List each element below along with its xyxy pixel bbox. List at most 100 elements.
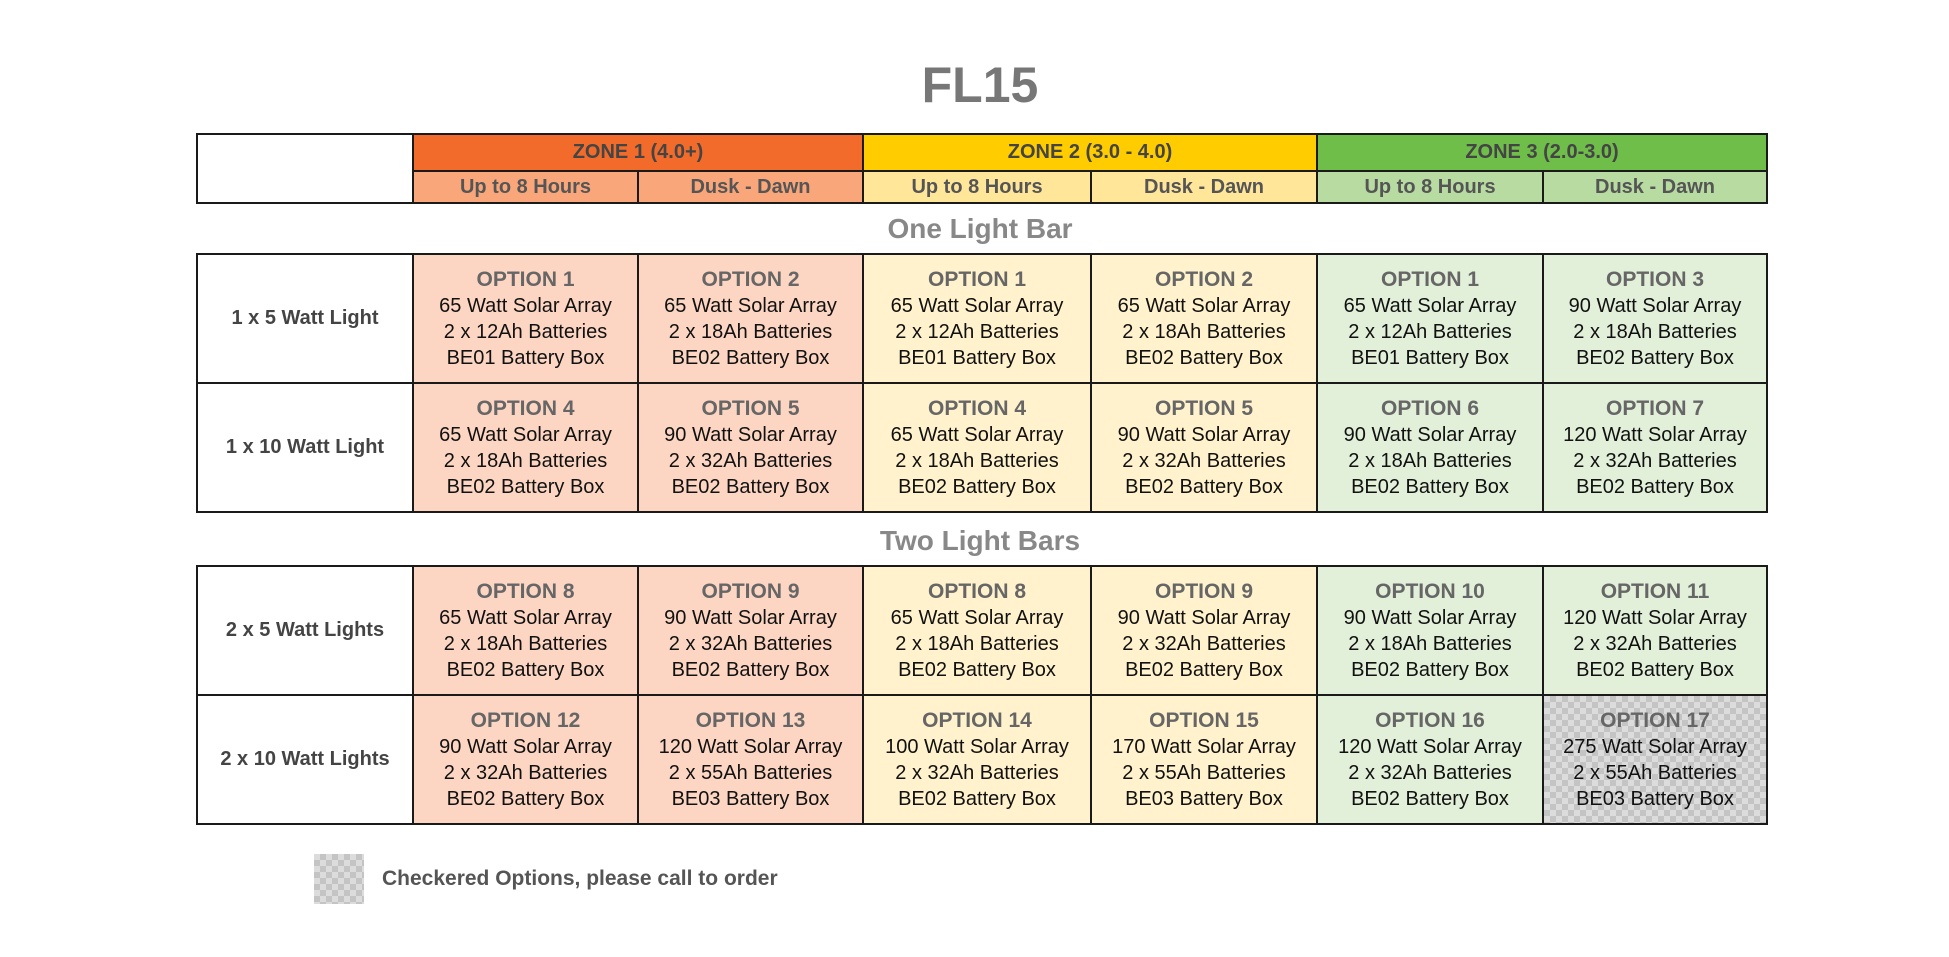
option-number: OPTION 7 — [1605, 396, 1705, 420]
option-cell: OPTION 9 90 Watt Solar Array 2 x 32Ah Batt… — [1090, 565, 1318, 696]
option-number: OPTION 1 — [476, 267, 575, 291]
battery-box-text: BE01 Battery Box — [898, 346, 1056, 369]
batteries-text: 2 x 18Ah Batteries — [1573, 320, 1737, 343]
batteries-text: 2 x 18Ah Batteries — [1348, 449, 1512, 472]
option-number: OPTION 2 — [701, 267, 800, 291]
table-row: 2 x 10 Watt Lights OPTION 12 90 Watt Solar… — [196, 694, 1768, 825]
batteries-text: 2 x 32Ah Batteries — [668, 449, 833, 472]
option-number: OPTION 13 — [695, 708, 806, 732]
zone-header-table: ZONE 1 (4.0+) ZONE 2 (3.0 - 4.0) ZONE 3 … — [196, 133, 1769, 204]
solar-array-text: 90 Watt Solar Array — [439, 735, 612, 758]
header-blank-cell — [196, 133, 414, 204]
option-number: OPTION 9 — [1154, 579, 1254, 603]
solar-array-text: 65 Watt Solar Array — [664, 294, 837, 317]
solar-array-text: 170 Watt Solar Array — [1112, 735, 1296, 758]
batteries-text: 2 x 18Ah Batteries — [1122, 320, 1286, 343]
batteries-text: 2 x 18Ah Batteries — [895, 449, 1059, 472]
battery-box-text: BE02 Battery Box — [671, 475, 830, 498]
option-number: OPTION 14 — [922, 708, 1032, 732]
option-number: OPTION 8 — [927, 579, 1027, 603]
battery-box-text: BE02 Battery Box — [1576, 658, 1734, 681]
option-number: OPTION 9 — [701, 579, 800, 603]
battery-box-text: BE01 Battery Box — [1351, 346, 1509, 369]
batteries-text: 2 x 12Ah Batteries — [1348, 320, 1512, 343]
solar-array-text: 90 Watt Solar Array — [1343, 606, 1517, 629]
option-cell: OPTION 4 65 Watt Solar Array 2 x 18Ah Batt… — [862, 382, 1092, 513]
batteries-text: 2 x 55Ah Batteries — [668, 761, 833, 784]
row-label: 2 x 10 Watt Lights — [196, 694, 414, 825]
solar-array-text: 90 Watt Solar Array — [664, 423, 837, 446]
battery-box-text: BE02 Battery Box — [1351, 475, 1509, 498]
option-number: OPTION 16 — [1375, 708, 1485, 732]
option-number: OPTION 5 — [1154, 396, 1254, 420]
solar-array-text: 120 Watt Solar Array — [1338, 735, 1522, 758]
option-number: OPTION 1 — [1380, 267, 1480, 291]
option-cell: OPTION 10 90 Watt Solar Array 2 x 18Ah Bat… — [1316, 565, 1544, 696]
zone-1-header: ZONE 1 (4.0+) — [411, 133, 865, 172]
option-cell: OPTION 12 90 Watt Solar Array 2 x 32Ah Bat… — [412, 694, 639, 825]
battery-box-text: BE03 Battery Box — [1576, 787, 1734, 810]
option-cell: OPTION 17 275 Watt Solar Array 2 x 55Ah Ba… — [1542, 694, 1768, 825]
battery-box-text: BE02 Battery Box — [446, 475, 605, 498]
option-cell: OPTION 14 100 Watt Solar Array 2 x 32Ah Ba… — [862, 694, 1092, 825]
option-cell: OPTION 13 120 Watt Solar Array 2 x 55Ah Ba… — [637, 694, 864, 825]
solar-array-text: 275 Watt Solar Array — [1563, 735, 1747, 758]
solar-array-text: 65 Watt Solar Array — [1117, 294, 1291, 317]
option-cell: OPTION 1 65 Watt Solar Array 2 x 12Ah Batt… — [412, 253, 639, 384]
table-row: 2 x 5 Watt Lights OPTION 8 65 Watt Solar A… — [196, 565, 1768, 696]
batteries-text: 2 x 32Ah Batteries — [1122, 449, 1286, 472]
solar-array-text: 90 Watt Solar Array — [1343, 423, 1517, 446]
solar-array-text: 90 Watt Solar Array — [1117, 606, 1291, 629]
batteries-text: 2 x 32Ah Batteries — [1573, 449, 1737, 472]
solar-array-text: 90 Watt Solar Array — [1568, 294, 1742, 317]
batteries-text: 2 x 12Ah Batteries — [443, 320, 608, 343]
subheader-zone2-8hours: Up to 8 Hours — [862, 170, 1093, 204]
table-row: 1 x 5 Watt Light OPTION 1 65 Watt Solar Ar… — [196, 253, 1768, 384]
option-cell: OPTION 1 65 Watt Solar Array 2 x 12Ah Batt… — [862, 253, 1092, 384]
option-cell: OPTION 3 90 Watt Solar Array 2 x 18Ah Batt… — [1542, 253, 1768, 384]
table-row: 1 x 10 Watt Light OPTION 4 65 Watt Solar A… — [196, 382, 1768, 513]
solar-array-text: 65 Watt Solar Array — [439, 423, 612, 446]
legend-text: Checkered Options, please call to order — [382, 867, 778, 890]
solar-array-text: 65 Watt Solar Array — [1343, 294, 1517, 317]
row-label: 2 x 5 Watt Lights — [196, 565, 414, 696]
battery-box-text: BE02 Battery Box — [898, 787, 1056, 810]
option-cell: OPTION 2 65 Watt Solar Array 2 x 18Ah Batt… — [1090, 253, 1318, 384]
solar-array-text: 100 Watt Solar Array — [885, 735, 1069, 758]
solar-array-text: 90 Watt Solar Array — [664, 606, 837, 629]
subheader-zone1-8hours: Up to 8 Hours — [412, 170, 639, 204]
battery-box-text: BE02 Battery Box — [1351, 658, 1509, 681]
solar-array-text: 90 Watt Solar Array — [1117, 423, 1291, 446]
option-cell: OPTION 2 65 Watt Solar Array 2 x 18Ah Batt… — [637, 253, 864, 384]
option-cell: OPTION 1 65 Watt Solar Array 2 x 12Ah Batt… — [1316, 253, 1544, 384]
option-cell: OPTION 8 65 Watt Solar Array 2 x 18Ah Batt… — [412, 565, 639, 696]
option-cell: OPTION 7 120 Watt Solar Array 2 x 32Ah Bat… — [1542, 382, 1768, 513]
solar-array-text: 120 Watt Solar Array — [1563, 606, 1747, 629]
solar-array-text: 120 Watt Solar Array — [658, 735, 843, 758]
option-number: OPTION 4 — [476, 396, 575, 420]
batteries-text: 2 x 18Ah Batteries — [443, 449, 608, 472]
battery-box-text: BE02 Battery Box — [1125, 346, 1283, 369]
battery-box-text: BE01 Battery Box — [446, 346, 605, 369]
page-title: FL15 — [921, 57, 1039, 113]
options-table-two-light-bars: 2 x 5 Watt Lights OPTION 8 65 Watt Solar A… — [196, 565, 1768, 825]
option-number: OPTION 5 — [701, 396, 800, 420]
batteries-text: 2 x 32Ah Batteries — [1573, 632, 1737, 655]
row-label: 1 x 5 Watt Light — [196, 253, 414, 384]
option-number: OPTION 17 — [1600, 708, 1710, 732]
battery-box-text: BE02 Battery Box — [1351, 787, 1509, 810]
option-number: OPTION 15 — [1149, 708, 1259, 732]
option-number: OPTION 6 — [1380, 396, 1480, 420]
solar-array-text: 120 Watt Solar Array — [1563, 423, 1747, 446]
option-cell: OPTION 5 90 Watt Solar Array 2 x 32Ah Batt… — [1090, 382, 1318, 513]
option-number: OPTION 8 — [476, 579, 575, 603]
batteries-text: 2 x 55Ah Batteries — [1573, 761, 1737, 784]
battery-box-text: BE02 Battery Box — [446, 787, 605, 810]
batteries-text: 2 x 12Ah Batteries — [895, 320, 1059, 343]
solar-array-text: 65 Watt Solar Array — [890, 294, 1064, 317]
option-number: OPTION 4 — [927, 396, 1027, 420]
option-number: OPTION 12 — [470, 708, 581, 732]
option-cell: OPTION 15 170 Watt Solar Array 2 x 55Ah Ba… — [1090, 694, 1318, 825]
batteries-text: 2 x 55Ah Batteries — [1122, 761, 1286, 784]
row-label: 1 x 10 Watt Light — [196, 382, 414, 513]
